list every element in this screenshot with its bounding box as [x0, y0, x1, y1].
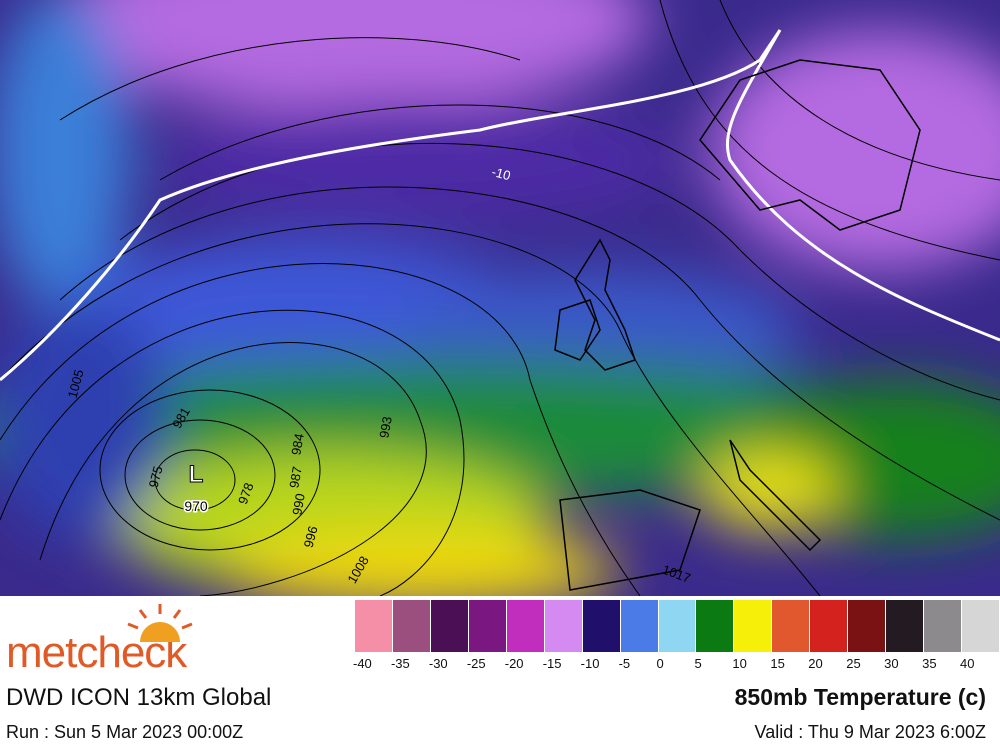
valid-time: Valid : Thu 9 Mar 2023 6:00Z — [754, 722, 986, 742]
legend-label: -25 — [466, 656, 486, 671]
legend-label: -35 — [390, 656, 410, 671]
legend-label: 40 — [960, 656, 975, 671]
legend-swatch — [355, 600, 392, 652]
legend-label: 5 — [694, 656, 702, 671]
isotherm — [0, 29, 1000, 382]
legend-label: 20 — [808, 656, 823, 671]
isobar-label: 975 — [146, 464, 166, 489]
legend-swatch — [734, 600, 772, 652]
legend-label: 25 — [846, 656, 861, 671]
legend-label: -40 — [353, 656, 372, 671]
isobar-label: 1005 — [65, 368, 87, 400]
legend-label: 0 — [656, 656, 664, 671]
legend-swatch — [886, 600, 924, 652]
legend-label: -20 — [504, 656, 524, 671]
isobar-label: 990 — [289, 492, 308, 516]
model: DWD ICON 13km Global — [6, 684, 272, 711]
isobar-label: 987 — [286, 465, 305, 489]
legend-swatch — [658, 600, 696, 652]
logo-sun — [127, 604, 193, 642]
legend-label: 15 — [770, 656, 785, 671]
isobar-label: 984 — [288, 432, 307, 456]
legend — [355, 600, 1000, 652]
coastlines — [554, 59, 921, 591]
low-marker: L — [189, 461, 204, 488]
legend-swatch — [506, 600, 544, 652]
isobar-label: 978 — [235, 481, 257, 507]
legend-label: 30 — [884, 656, 899, 671]
legend-label: -15 — [542, 656, 562, 671]
legend-swatch — [924, 600, 962, 652]
legend-swatch — [430, 600, 468, 652]
product: 850mb Temperature (c) — [734, 684, 986, 710]
legend-swatch — [962, 600, 999, 652]
legend-label: -10 — [580, 656, 600, 671]
low-pressure: 970 — [184, 498, 208, 514]
legend-swatch — [582, 600, 620, 652]
isotherm-label: -10 — [490, 164, 512, 183]
isobar-label: 993 — [376, 415, 395, 439]
legend-swatch — [468, 600, 506, 652]
legend-swatch — [544, 600, 582, 652]
legend-swatch — [848, 600, 886, 652]
legend-swatch — [620, 600, 658, 652]
legend-label: 35 — [922, 656, 937, 671]
run-time: Run : Sun 5 Mar 2023 00:00Z — [6, 722, 244, 742]
legend-swatch — [392, 600, 430, 652]
legend-swatch — [696, 600, 734, 652]
legend-label: -5 — [618, 656, 631, 671]
legend-swatch — [772, 600, 810, 652]
legend-swatch — [810, 600, 848, 652]
legend-label: 10 — [732, 656, 747, 671]
legend-label: -30 — [428, 656, 448, 671]
isobar-label: 996 — [301, 524, 321, 549]
